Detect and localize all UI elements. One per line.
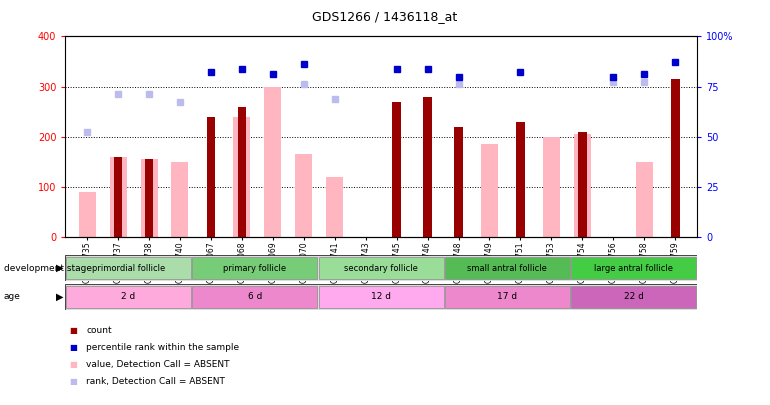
Bar (206, 117, 216, 237)
Bar (109, 157, 126, 237)
Text: secondary follicle: secondary follicle (344, 264, 418, 273)
Bar (140, 159, 158, 237)
Text: 12 d: 12 d (371, 292, 391, 301)
Text: development stage: development stage (4, 264, 92, 273)
Bar (671, 79, 679, 237)
Text: count: count (86, 326, 112, 335)
Text: value, Detection Call = ABSENT: value, Detection Call = ABSENT (86, 360, 229, 369)
Text: ■: ■ (69, 377, 77, 386)
Text: age: age (4, 292, 21, 301)
Text: small antral follicle: small antral follicle (467, 264, 547, 273)
Bar (571, 257, 696, 279)
Bar (233, 117, 250, 237)
Bar (237, 107, 246, 237)
Bar (319, 286, 444, 308)
Bar (445, 257, 570, 279)
Bar (192, 257, 317, 279)
Bar (114, 157, 122, 237)
Text: 17 d: 17 d (497, 292, 517, 301)
Bar (636, 162, 653, 237)
Text: ▶: ▶ (55, 292, 63, 301)
Text: 22 d: 22 d (624, 292, 644, 301)
Bar (543, 137, 560, 237)
Text: ▶: ▶ (55, 263, 63, 273)
Bar (264, 87, 281, 237)
Text: 2 d: 2 d (122, 292, 136, 301)
Bar (392, 102, 401, 237)
Bar (295, 154, 313, 237)
Bar (326, 177, 343, 237)
Text: primary follicle: primary follicle (223, 264, 286, 273)
Text: primordial follicle: primordial follicle (92, 264, 166, 273)
Bar (481, 144, 498, 237)
Bar (454, 127, 463, 237)
Text: percentile rank within the sample: percentile rank within the sample (86, 343, 239, 352)
Bar (578, 132, 587, 237)
Bar (192, 286, 317, 308)
Text: rank, Detection Call = ABSENT: rank, Detection Call = ABSENT (86, 377, 225, 386)
Bar (145, 159, 153, 237)
Bar (79, 192, 95, 237)
Bar (574, 134, 591, 237)
Bar (319, 257, 444, 279)
Bar (445, 286, 570, 308)
Text: GDS1266 / 1436118_at: GDS1266 / 1436118_at (313, 10, 457, 23)
Text: ■: ■ (69, 326, 77, 335)
Text: ■: ■ (69, 343, 77, 352)
Text: ■: ■ (69, 360, 77, 369)
Text: large antral follicle: large antral follicle (594, 264, 673, 273)
Bar (172, 162, 189, 237)
Bar (571, 286, 696, 308)
Bar (66, 257, 191, 279)
Text: 6 d: 6 d (248, 292, 262, 301)
Bar (516, 122, 525, 237)
Bar (424, 97, 432, 237)
Bar (66, 286, 191, 308)
